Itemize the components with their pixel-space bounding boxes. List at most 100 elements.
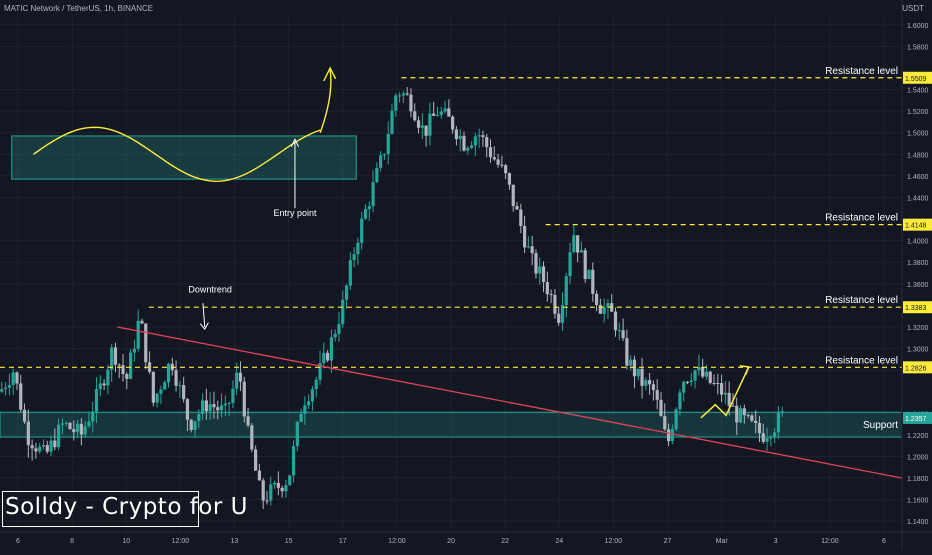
candle-body xyxy=(773,432,777,438)
candle-body xyxy=(712,382,716,384)
candle-body xyxy=(110,347,114,370)
time-tick-label: 22 xyxy=(501,538,509,545)
candle-body xyxy=(75,423,80,433)
time-axis[interactable]: 6 8 10 12:00 13 15 17 12:00 20 22 24 12:00 27 Mar 3 12:… xyxy=(0,531,932,545)
candle-body xyxy=(435,114,440,116)
candle-body xyxy=(178,385,182,387)
candle-body xyxy=(117,364,121,366)
downtrend-pointer xyxy=(202,303,206,327)
entry-pointer-head xyxy=(290,138,300,147)
candles xyxy=(0,87,784,510)
candle-body xyxy=(492,157,496,160)
candle-body xyxy=(94,389,99,412)
price-tick-label: 1.5800 xyxy=(907,44,929,51)
candle-body xyxy=(132,348,136,353)
downtrend-label: Downtrend xyxy=(188,284,232,294)
candle-body xyxy=(102,383,106,386)
price-tick-label: 1.5200 xyxy=(907,109,929,116)
time-tick-label: 27 xyxy=(664,538,672,545)
candle-body xyxy=(621,330,625,339)
candle-body xyxy=(367,206,371,210)
price-tick-label: 1.3200 xyxy=(907,325,929,332)
candle-body xyxy=(363,209,368,219)
candle-body xyxy=(72,429,76,433)
candle-body xyxy=(151,371,155,403)
candle-body xyxy=(121,365,125,374)
downtrend-pointer-head xyxy=(199,322,209,330)
candle-body xyxy=(223,403,227,406)
price-tick-label: 1.4800 xyxy=(907,152,929,159)
candle-body xyxy=(15,372,19,384)
candle-body xyxy=(41,445,46,447)
candle-body xyxy=(723,392,727,395)
resistance-price-tag xyxy=(903,71,932,84)
wave-arrow-head xyxy=(323,66,337,82)
candle-body xyxy=(265,500,269,502)
resistance-price-tag-text: 1.4148 xyxy=(905,223,927,230)
resistance-label: Resistance level xyxy=(825,213,898,224)
candle-body xyxy=(250,425,254,450)
candle-body xyxy=(526,246,530,248)
candle-body xyxy=(727,392,731,406)
candle-body xyxy=(303,405,307,414)
candle-body xyxy=(606,303,610,308)
candle-body xyxy=(200,400,205,415)
candle-body xyxy=(288,475,292,486)
entry-point-label: Entry point xyxy=(273,208,317,218)
symbol-title: MATIC Network / TetherUS, 1h, BINANCE xyxy=(4,4,154,13)
candle-body xyxy=(458,135,462,140)
candle-body xyxy=(648,380,652,385)
candle-body xyxy=(129,352,133,379)
candle-body xyxy=(45,445,49,452)
candle-body xyxy=(30,445,34,449)
candle-body xyxy=(212,404,216,408)
price-tick-label: 1.3600 xyxy=(907,282,929,289)
candle-body xyxy=(617,330,621,332)
candle-body xyxy=(174,370,178,386)
candle-body xyxy=(26,421,30,446)
support-label: Support xyxy=(863,420,898,431)
price-axis[interactable]: 1.6000 1.5800 1.5400 1.5200 1.5000 1.4800 1.46… xyxy=(901,0,932,550)
candle-body xyxy=(670,429,674,442)
candle-body xyxy=(738,408,743,423)
candle-body xyxy=(310,389,315,402)
candle-body xyxy=(451,116,455,130)
price-tick-label: 1.3000 xyxy=(907,347,929,354)
projection-arrow-head xyxy=(739,365,750,376)
price-tick-label: 1.1400 xyxy=(907,519,929,526)
candle-body xyxy=(83,426,87,435)
candle-body xyxy=(674,409,678,430)
candle-body xyxy=(254,449,258,471)
candle-body xyxy=(576,235,580,253)
candle-body xyxy=(348,260,352,286)
candle-body xyxy=(60,423,65,425)
candle-body xyxy=(720,383,724,395)
watermark-frame xyxy=(2,491,199,527)
candle-body xyxy=(382,154,387,156)
wave-arrow xyxy=(319,70,332,133)
candle-body xyxy=(704,371,709,377)
time-tick-label: 12:00 xyxy=(821,538,839,545)
candle-body xyxy=(701,366,705,377)
candle-body xyxy=(19,383,23,410)
overlays: Resistance level Resistance level Resistan… xyxy=(0,66,903,479)
candle-body xyxy=(3,387,8,390)
resistance-price-tag xyxy=(903,301,932,314)
candle-body xyxy=(204,400,208,412)
candle-body xyxy=(765,438,769,442)
grid xyxy=(0,14,902,532)
candle-body xyxy=(144,323,148,363)
candle-body xyxy=(466,147,470,151)
resistance-price-tag xyxy=(903,361,932,374)
candle-body xyxy=(390,110,394,134)
price-tick-label: 1.5000 xyxy=(907,131,929,138)
candle-body xyxy=(780,411,784,414)
candle-body xyxy=(409,94,413,112)
time-tick-label: Mar xyxy=(716,538,729,545)
candle-body xyxy=(68,422,72,430)
candle-body xyxy=(591,269,595,294)
candle-body xyxy=(572,235,576,253)
candle-body xyxy=(375,167,379,183)
